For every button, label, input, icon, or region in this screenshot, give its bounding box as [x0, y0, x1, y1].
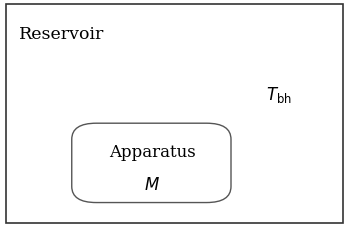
- Text: $M$: $M$: [144, 176, 160, 193]
- Text: $T_{\mathrm{bh}}$: $T_{\mathrm{bh}}$: [266, 85, 292, 105]
- Text: Reservoir: Reservoir: [19, 26, 105, 43]
- FancyBboxPatch shape: [72, 124, 231, 203]
- Text: Apparatus: Apparatus: [109, 144, 196, 161]
